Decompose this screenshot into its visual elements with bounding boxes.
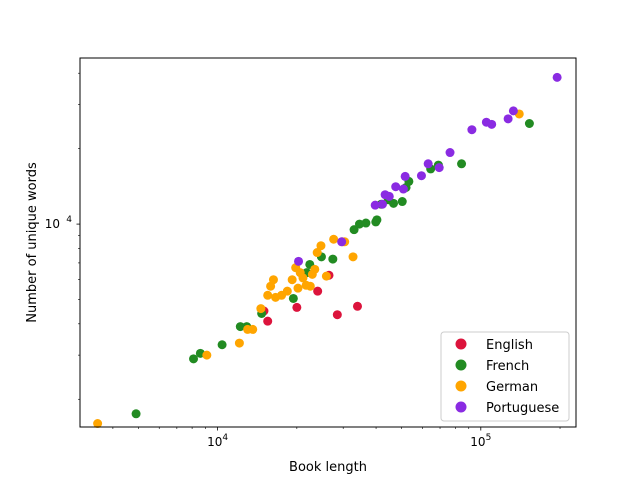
point-german [268,275,278,285]
y-axis-label: Number of unique words [25,162,40,323]
point-portuguese [416,171,426,181]
point-english [352,301,362,311]
point-german [287,275,297,285]
point-german [310,264,320,274]
point-german [298,273,308,283]
point-german [256,304,266,314]
y-tick-label: 10 4 [45,215,73,231]
x-axis-label: Book length [289,460,367,475]
point-portuguese [391,182,401,192]
point-french [524,118,534,128]
point-portuguese [445,148,455,158]
legend-label-portuguese: Portuguese [486,401,559,416]
point-portuguese [400,171,410,181]
point-portuguese [423,159,433,169]
point-portuguese [294,256,304,266]
legend-marker-portuguese [455,401,467,413]
point-portuguese [337,237,347,247]
point-english [263,316,273,326]
point-french [457,159,467,169]
point-portuguese [398,184,408,194]
legend-marker-french [455,359,467,371]
point-english [292,302,302,312]
point-french [389,198,399,208]
x-tick-label: 105 [470,433,491,449]
point-french [217,340,227,350]
point-german [202,350,212,360]
point-french [328,254,338,264]
legend-marker-german [455,380,467,392]
point-german [93,419,103,429]
point-french [288,293,298,303]
point-portuguese [384,191,394,201]
point-french [189,354,199,364]
point-portuguese [552,72,562,82]
point-french [361,218,371,228]
point-french [235,322,245,332]
legend: English French German Portuguese [440,331,570,422]
point-portuguese [508,106,518,116]
point-portuguese [434,163,444,173]
point-english [313,286,323,296]
point-german [293,283,303,293]
point-german [312,248,322,258]
point-french [397,197,407,207]
point-portuguese [377,199,387,209]
legend-frame [440,331,570,422]
point-french [349,225,359,235]
point-german [329,234,339,244]
x-tick-label: 104 [207,433,228,449]
legend-label-german: German [486,380,538,395]
legend-marker-english [455,338,467,350]
plot-frame [79,57,577,428]
point-german [321,271,331,281]
legend-label-english: English [486,338,533,353]
point-french [131,409,141,419]
point-german [282,286,292,296]
point-german [305,281,315,291]
point-english [332,310,342,320]
point-portuguese [487,119,497,129]
point-german [234,338,244,348]
point-german [316,241,326,251]
point-portuguese [370,200,380,210]
point-german [348,252,358,262]
point-french [372,215,382,225]
point-portuguese [503,114,513,124]
legend-label-french: French [486,359,529,374]
point-portuguese [467,125,477,135]
point-german [248,324,258,334]
point-german [263,290,273,300]
data-points [93,72,562,429]
